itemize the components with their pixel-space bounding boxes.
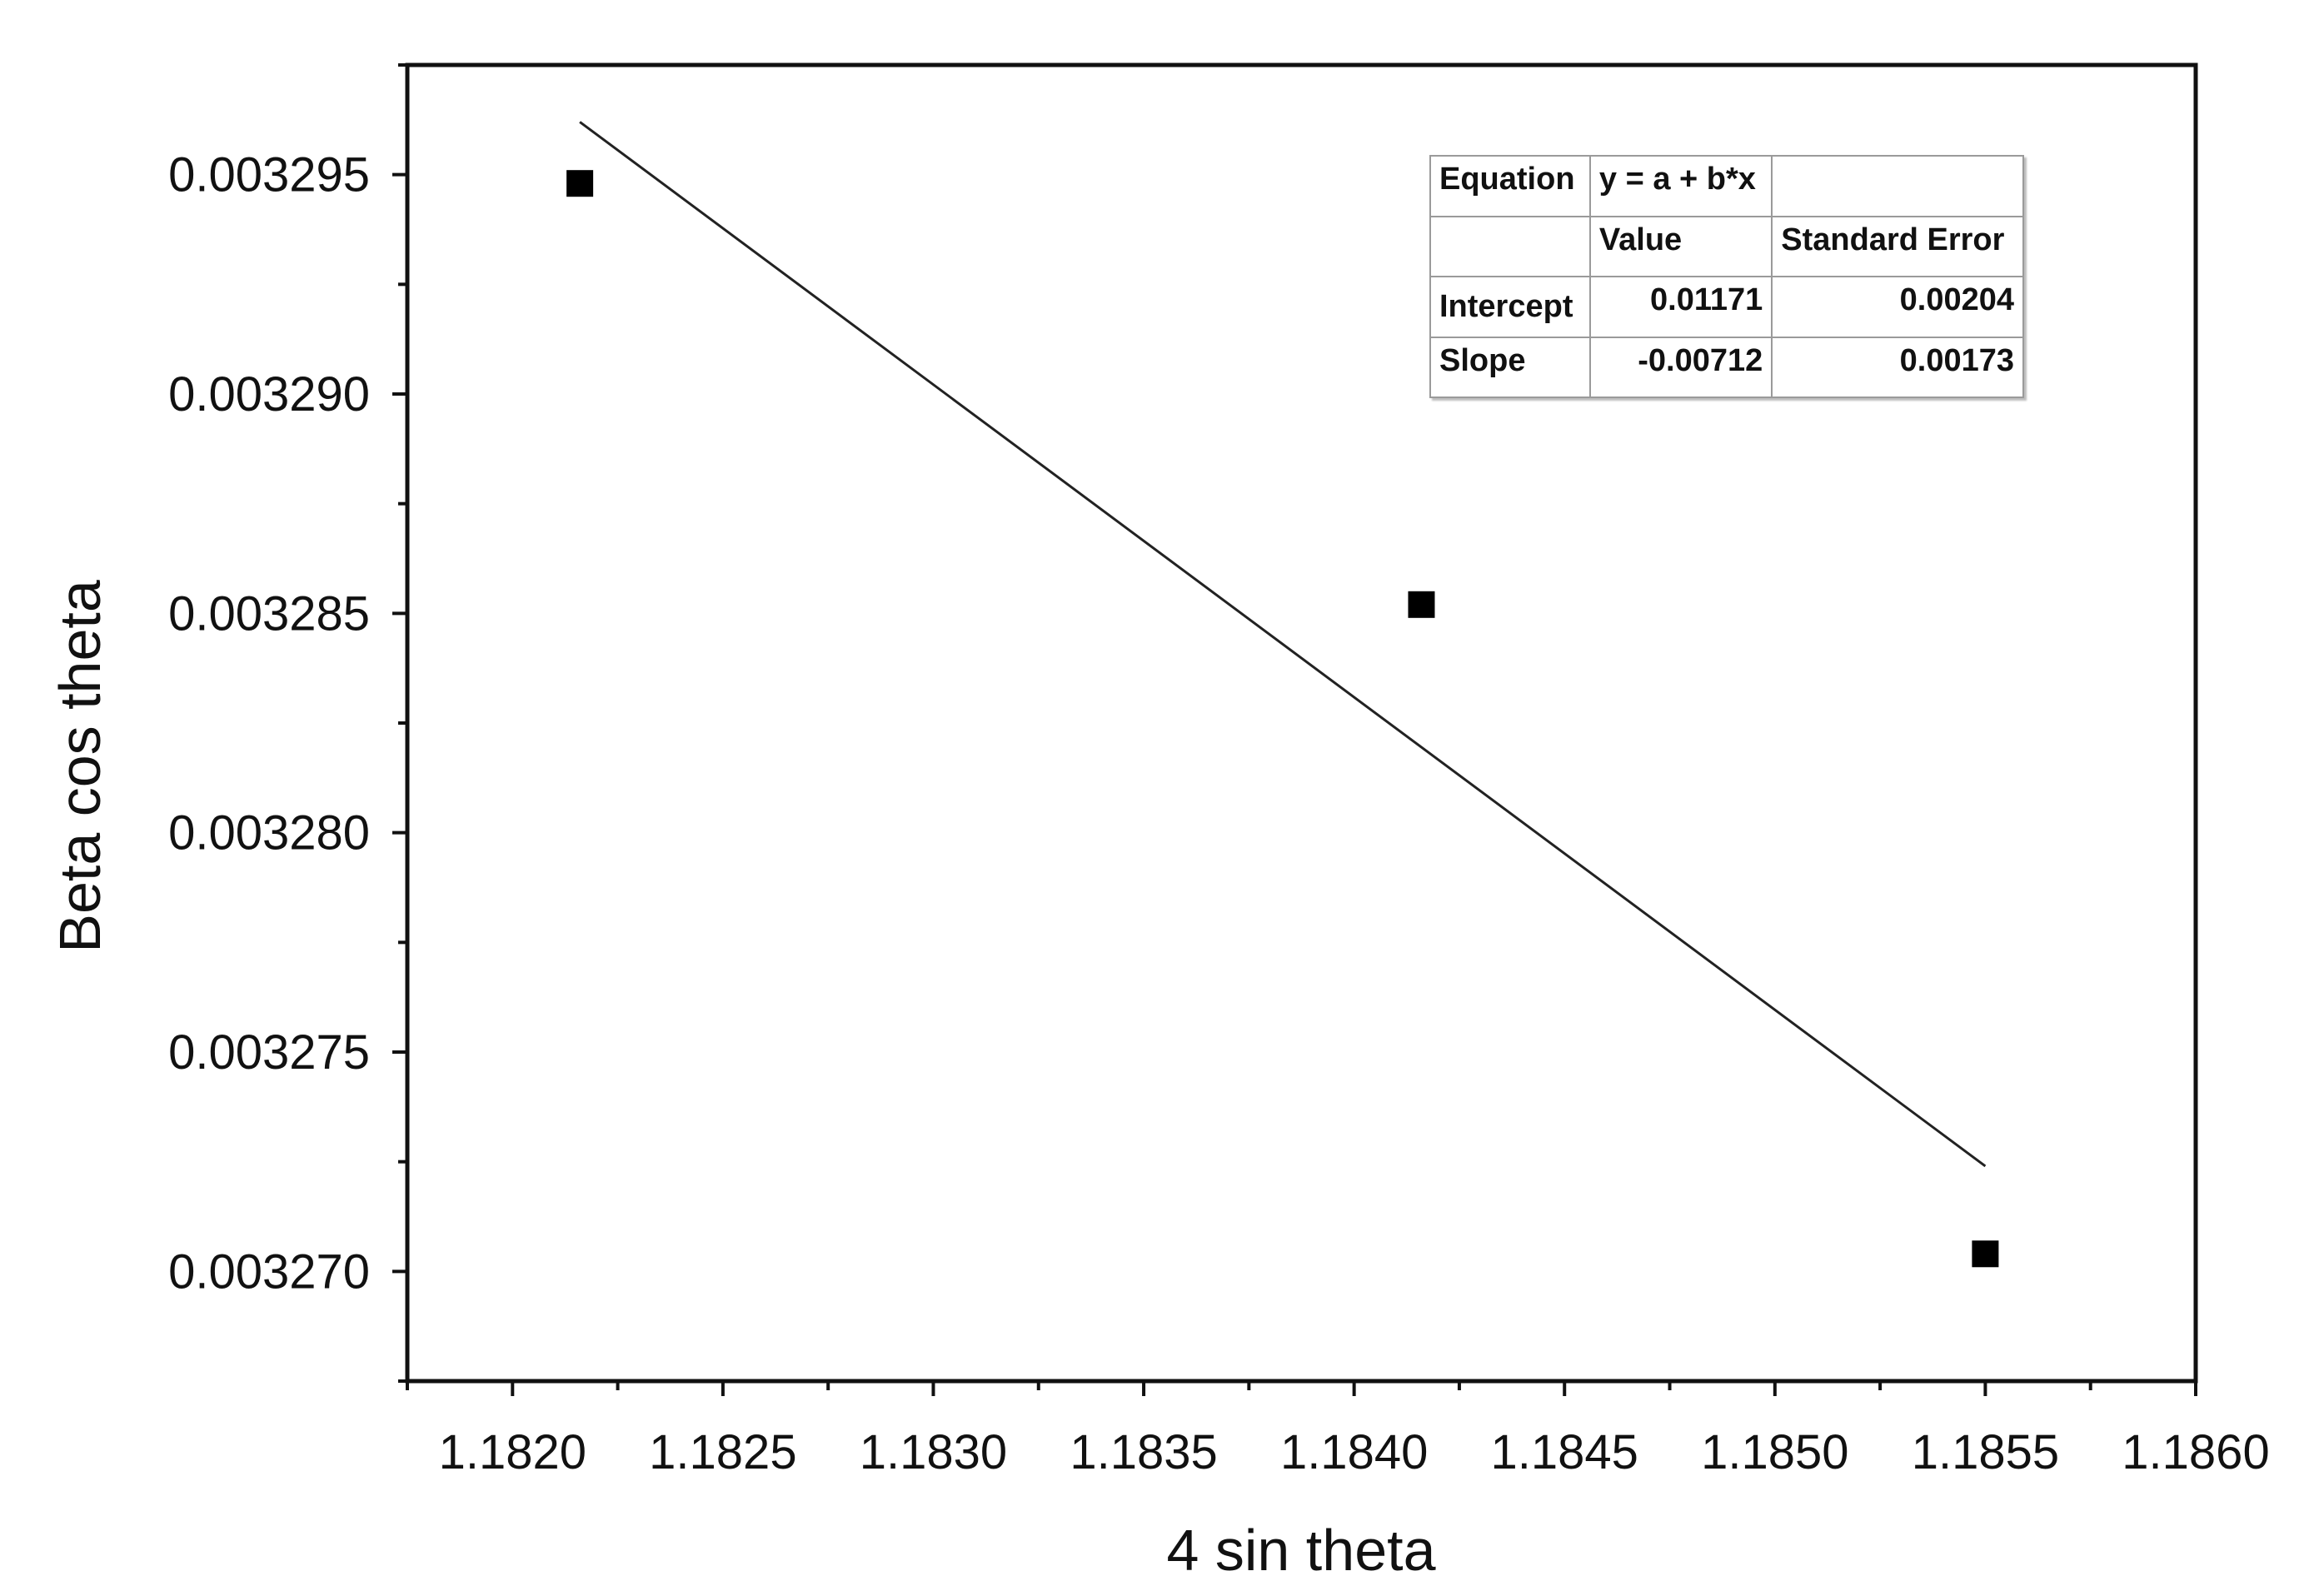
table-cell xyxy=(1429,215,1591,277)
y-tick-label: 0.003285 xyxy=(168,586,370,641)
data-points xyxy=(566,170,1999,1268)
table-cell: 0.00204 xyxy=(1771,276,2024,338)
table-cell: Intercept xyxy=(1429,276,1591,338)
table-cell: 0.00173 xyxy=(1771,336,2024,398)
y-tick-label: 0.003280 xyxy=(168,806,370,860)
fit-line-group xyxy=(579,121,1987,1168)
fit-line xyxy=(579,121,1987,1168)
x-tick-label: 1.1845 xyxy=(1491,1425,1638,1479)
y-tick-label: 0.003290 xyxy=(168,367,370,421)
data-point xyxy=(566,170,594,197)
table-cell: Slope xyxy=(1429,336,1591,398)
table-cell: y = a + b*x xyxy=(1588,155,1773,217)
data-point xyxy=(1972,1240,1999,1268)
y-tick-label: 0.003295 xyxy=(168,148,370,202)
y-tick-label: 0.003270 xyxy=(168,1244,370,1299)
table-row: Slope -0.00712 0.00173 xyxy=(1429,336,2024,398)
table-cell: Standard Error xyxy=(1771,215,2024,277)
x-tick-label: 1.1820 xyxy=(439,1425,586,1479)
fit-results-table: Equation y = a + b*x Value Standard Erro… xyxy=(1429,155,2024,398)
table-cell: Value xyxy=(1588,215,1773,277)
y-axis-title: Beta cos theta xyxy=(47,580,112,953)
x-tick-label: 1.1850 xyxy=(1701,1425,1848,1479)
table-cell: 0.01171 xyxy=(1588,276,1773,338)
x-tick-label: 1.1825 xyxy=(649,1425,796,1479)
x-axis-ticks: 1.1820 1.1825 1.1830 1.1835 1.1840 1.1845 1.18… xyxy=(406,1381,2270,1479)
y-tick-label: 0.003275 xyxy=(168,1025,370,1080)
y-axis-ticks: 0.003270 0.003275 0.003280 0.003285 0.003290… xyxy=(168,63,407,1383)
x-tick-label: 1.1840 xyxy=(1280,1425,1428,1479)
table-row: Equation y = a + b*x xyxy=(1429,155,2024,217)
x-axis-title: 4 sin theta xyxy=(1167,1518,1436,1583)
x-tick-label: 1.1835 xyxy=(1070,1425,1217,1479)
table-cell: Equation xyxy=(1429,155,1591,217)
x-tick-label: 1.1830 xyxy=(860,1425,1007,1479)
table-row: Value Standard Error xyxy=(1429,215,2024,277)
x-tick-label: 1.1855 xyxy=(1912,1425,2059,1479)
data-point xyxy=(1408,591,1435,618)
table-cell: -0.00712 xyxy=(1588,336,1773,398)
table-cell xyxy=(1771,155,2024,217)
table-row: Intercept 0.01171 0.00204 xyxy=(1429,276,2024,338)
x-tick-label: 1.1860 xyxy=(2122,1425,2269,1479)
